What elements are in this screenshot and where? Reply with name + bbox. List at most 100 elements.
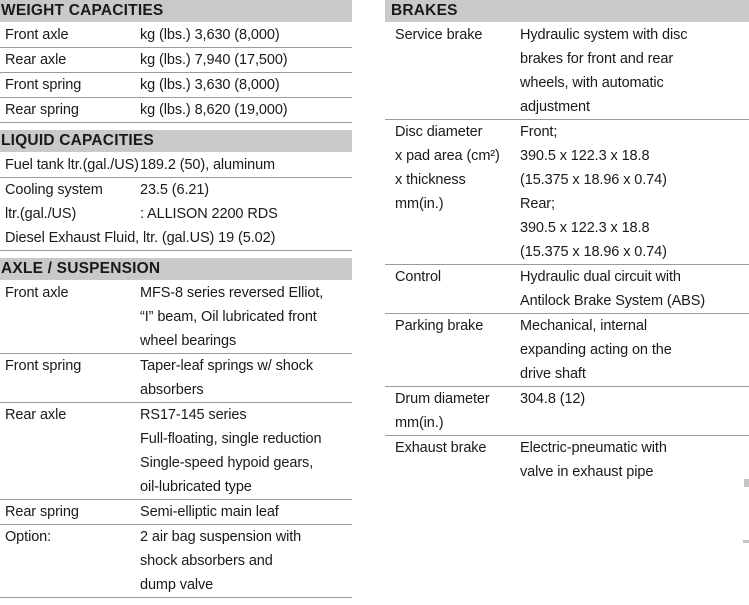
label-line: Service brake — [395, 27, 483, 43]
cropped-content-artifact — [744, 479, 749, 487]
value-line: wheels, with automatic — [520, 75, 664, 91]
value-line: valve in exhaust pipe — [520, 464, 654, 480]
value-line: “I” beam, Oil lubricated front — [140, 309, 317, 325]
row-label: Front axle — [0, 281, 140, 305]
value-line: Electric-pneumatic with — [520, 440, 667, 456]
label-line: Disc diameter — [395, 124, 483, 140]
spec-column-right: BRAKES Service brake Hydraulic system with… — [385, 0, 749, 484]
row-value: Electric-pneumatic with valve in exhaust … — [520, 436, 749, 484]
row-label: Rear axle — [0, 403, 140, 427]
section-header: LIQUID CAPACITIES — [0, 130, 352, 152]
section-header: BRAKES — [385, 0, 749, 22]
row-label: Control — [385, 265, 520, 289]
row-value: Mechanical, internal expanding acting on … — [520, 314, 749, 386]
value-line: wheel bearings — [140, 333, 237, 349]
value-line: 23.5 (6.21) — [140, 182, 210, 198]
row-label: Option: — [0, 525, 140, 549]
label-line: ltr.(gal./US) — [5, 206, 77, 222]
row-value: 23.5 (6.21) : ALLISON 2200 RDS — [140, 178, 352, 226]
row-value: RS17-145 series Full-floating, single red… — [140, 403, 352, 499]
label-line: Front axle — [5, 27, 69, 43]
value-line: expanding acting on the — [520, 342, 672, 358]
value-line: Mechanical, internal — [520, 318, 647, 334]
label-line: Rear axle — [5, 52, 67, 68]
spec-row: Option: 2 air bag suspension with shock ab… — [0, 525, 352, 598]
row-label: Front axle — [0, 23, 140, 47]
section-rows: Service brake Hydraulic system with disc b… — [385, 22, 749, 484]
label-line: Option: — [5, 529, 52, 545]
value-line: : ALLISON 2200 RDS — [140, 206, 278, 222]
value-line: RS17-145 series — [140, 407, 247, 423]
label-line: Exhaust brake — [395, 440, 487, 456]
section-header: AXLE / SUSPENSION — [0, 258, 352, 280]
spec-row: Control Hydraulic dual circuit with Antilo… — [385, 265, 749, 314]
row-label: Front spring — [0, 354, 140, 378]
label-line: Rear spring — [5, 504, 79, 520]
value-line: Front; — [520, 124, 558, 140]
row-label: Rear axle — [0, 48, 140, 72]
spec-row: Cooling system ltr.(gal./US) 23.5 (6.21) : … — [0, 178, 352, 226]
value-line: Single-speed hypoid gears, — [140, 455, 314, 471]
value-line: kg (lbs.) 3,630 (8,000) — [140, 77, 280, 93]
row-value: Hydraulic dual circuit with Antilock Brak… — [520, 265, 749, 313]
value-line: kg (lbs.) 8,620 (19,000) — [140, 102, 288, 118]
value-line: oil-lubricated type — [140, 479, 252, 495]
value-line: Taper-leaf springs w/ shock — [140, 358, 313, 374]
value-line: 189.2 (50), aluminum — [140, 157, 276, 173]
row-value: Front; 390.5 x 122.3 x 18.8 (15.375 x 18.9… — [520, 120, 749, 264]
section-rows: Front axle kg (lbs.) 3,630 (8,000) Rear ax… — [0, 22, 352, 123]
label-line: Cooling system — [5, 182, 103, 198]
spec-row: Rear axle RS17-145 series Full-floating, s… — [0, 403, 352, 500]
spec-section: WEIGHT CAPACITIES Front axle kg (lbs.) 3,6… — [0, 0, 352, 123]
value-line: MFS-8 series reversed Elliot, — [140, 285, 324, 301]
label-line: Front axle — [5, 285, 69, 301]
spec-column-left: WEIGHT CAPACITIES Front axle kg (lbs.) 3,6… — [0, 0, 352, 598]
spec-row: Diesel Exhaust Fluid, ltr. (gal.US) 19 (… — [0, 226, 352, 251]
value-line: kg (lbs.) 3,630 (8,000) — [140, 27, 280, 43]
spec-row: Rear spring Semi-elliptic main leaf — [0, 500, 352, 525]
label-line: Fuel tank ltr.(gal./US) — [5, 157, 139, 173]
cropped-content-artifact — [743, 540, 749, 543]
spec-row: Front spring kg (lbs.) 3,630 (8,000) — [0, 73, 352, 98]
value-line: Hydraulic dual circuit with — [520, 269, 681, 285]
value-line: (15.375 x 18.96 x 0.74) — [520, 172, 667, 188]
value-line: Full-floating, single reduction — [140, 431, 322, 447]
spec-row: Front axle MFS-8 series reversed Elliot, “… — [0, 281, 352, 354]
spec-row: Exhaust brake Electric-pneumatic with valv… — [385, 436, 749, 484]
row-label: Fuel tank ltr.(gal./US) — [0, 153, 140, 177]
row-value: kg (lbs.) 7,940 (17,500) — [140, 48, 352, 72]
label-line: mm(in.) — [395, 196, 444, 212]
value-line: Rear; — [520, 196, 555, 212]
section-rows: Front axle MFS-8 series reversed Elliot, “… — [0, 280, 352, 598]
spec-row: Front axle kg (lbs.) 3,630 (8,000) — [0, 23, 352, 48]
row-label: Disc diameter x pad area (cm²) x thickness… — [385, 120, 520, 216]
value-line: Semi-elliptic main leaf — [140, 504, 279, 520]
value-line: dump valve — [140, 577, 214, 593]
label-line: Front spring — [5, 358, 82, 374]
spec-row: Service brake Hydraulic system with disc b… — [385, 23, 749, 120]
section-rows: Fuel tank ltr.(gal./US) 189.2 (50), alumi… — [0, 152, 352, 251]
row-value: 2 air bag suspension with shock absorbers… — [140, 525, 352, 597]
spec-section: BRAKES Service brake Hydraulic system with… — [385, 0, 749, 484]
value-line: (15.375 x 18.96 x 0.74) — [520, 244, 667, 260]
label-line: Rear axle — [5, 407, 67, 423]
spec-row: Rear spring kg (lbs.) 8,620 (19,000) — [0, 98, 352, 123]
label-line: Front spring — [5, 77, 82, 93]
row-label: Parking brake — [385, 314, 520, 338]
label-line: x thickness — [395, 172, 466, 188]
spec-row: Rear axle kg (lbs.) 7,940 (17,500) — [0, 48, 352, 73]
label-line: x pad area (cm²) — [395, 148, 500, 164]
label-line: Rear spring — [5, 102, 79, 118]
spec-row: Disc diameter x pad area (cm²) x thickness… — [385, 120, 749, 265]
spec-row: Drum diameter mm(in.) 304.8 (12) — [385, 387, 749, 436]
value-line: absorbers — [140, 382, 204, 398]
value-line: kg (lbs.) 7,940 (17,500) — [140, 52, 288, 68]
label-line: Control — [395, 269, 442, 285]
row-value: 189.2 (50), aluminum — [140, 153, 352, 177]
value-line: 390.5 x 122.3 x 18.8 — [520, 220, 650, 236]
row-label: Exhaust brake — [385, 436, 520, 460]
value-line: 304.8 (12) — [520, 391, 586, 407]
row-label: Cooling system ltr.(gal./US) — [0, 178, 140, 226]
row-label: Rear spring — [0, 500, 140, 524]
value-line: Antilock Brake System (ABS) — [520, 293, 706, 309]
